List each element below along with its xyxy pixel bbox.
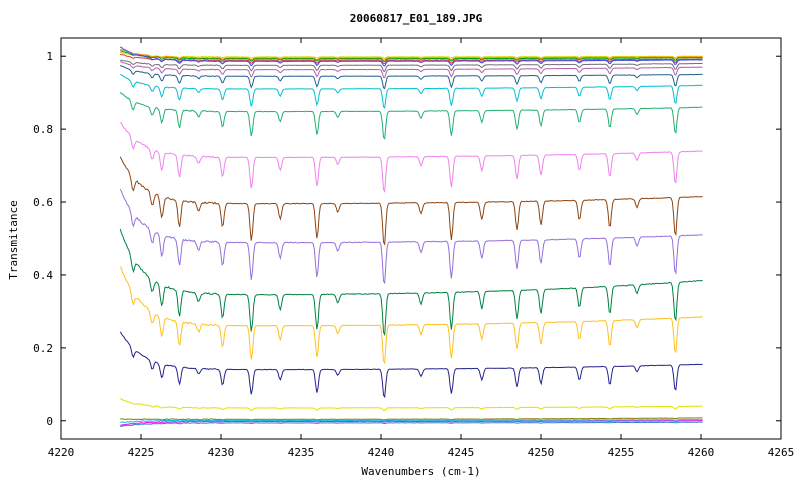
y-tick-label: 1 [46,50,53,63]
series-line [120,59,703,72]
x-tick-label: 4245 [448,446,475,459]
series-line [119,228,703,337]
y-tick-label: 0.2 [33,342,53,355]
series-line [120,50,703,63]
series-line [120,419,703,423]
series-line [119,156,703,246]
series-line [120,48,703,61]
series-line [119,266,703,365]
y-tick-label: 0.6 [33,196,53,209]
series-line [120,420,703,426]
series-line [119,121,703,194]
series-line [120,398,703,412]
series-line [119,331,703,399]
x-tick-label: 4220 [48,446,75,459]
series-line [120,61,703,79]
x-axis-label: Wavenumbers (cm-1) [361,465,480,478]
x-tick-label: 4260 [688,446,715,459]
x-tick-label: 4240 [368,446,395,459]
series-line [120,421,703,427]
series-line [120,417,703,421]
chart-title: 20060817_E01_189.JPG [350,12,483,25]
series-layer [119,46,703,427]
y-tick-label: 0.8 [33,123,53,136]
y-tick-label: 0.4 [33,269,53,282]
x-tick-label: 4250 [528,446,555,459]
series-line [119,73,703,109]
y-axis: 0 0.2 0.4 0.6 0.8 1 [33,50,781,428]
x-tick-label: 4255 [608,446,635,459]
x-tick-label: 4235 [288,446,315,459]
x-tick-label: 4230 [208,446,235,459]
series-line [119,64,703,90]
series-line [119,46,703,67]
y-axis-label: Transmitance [7,200,20,279]
y-tick-label: 0 [46,415,53,428]
x-tick-label: 4225 [128,446,155,459]
series-line [120,51,703,59]
series-line [119,188,703,284]
plot-frame [60,37,782,440]
series-line [120,53,703,65]
x-tick-label: 4265 [768,446,795,459]
x-axis: 4220 4225 4230 4235 4240 4245 4250 4255 4260 4265 [48,38,795,459]
series-line [119,91,703,140]
